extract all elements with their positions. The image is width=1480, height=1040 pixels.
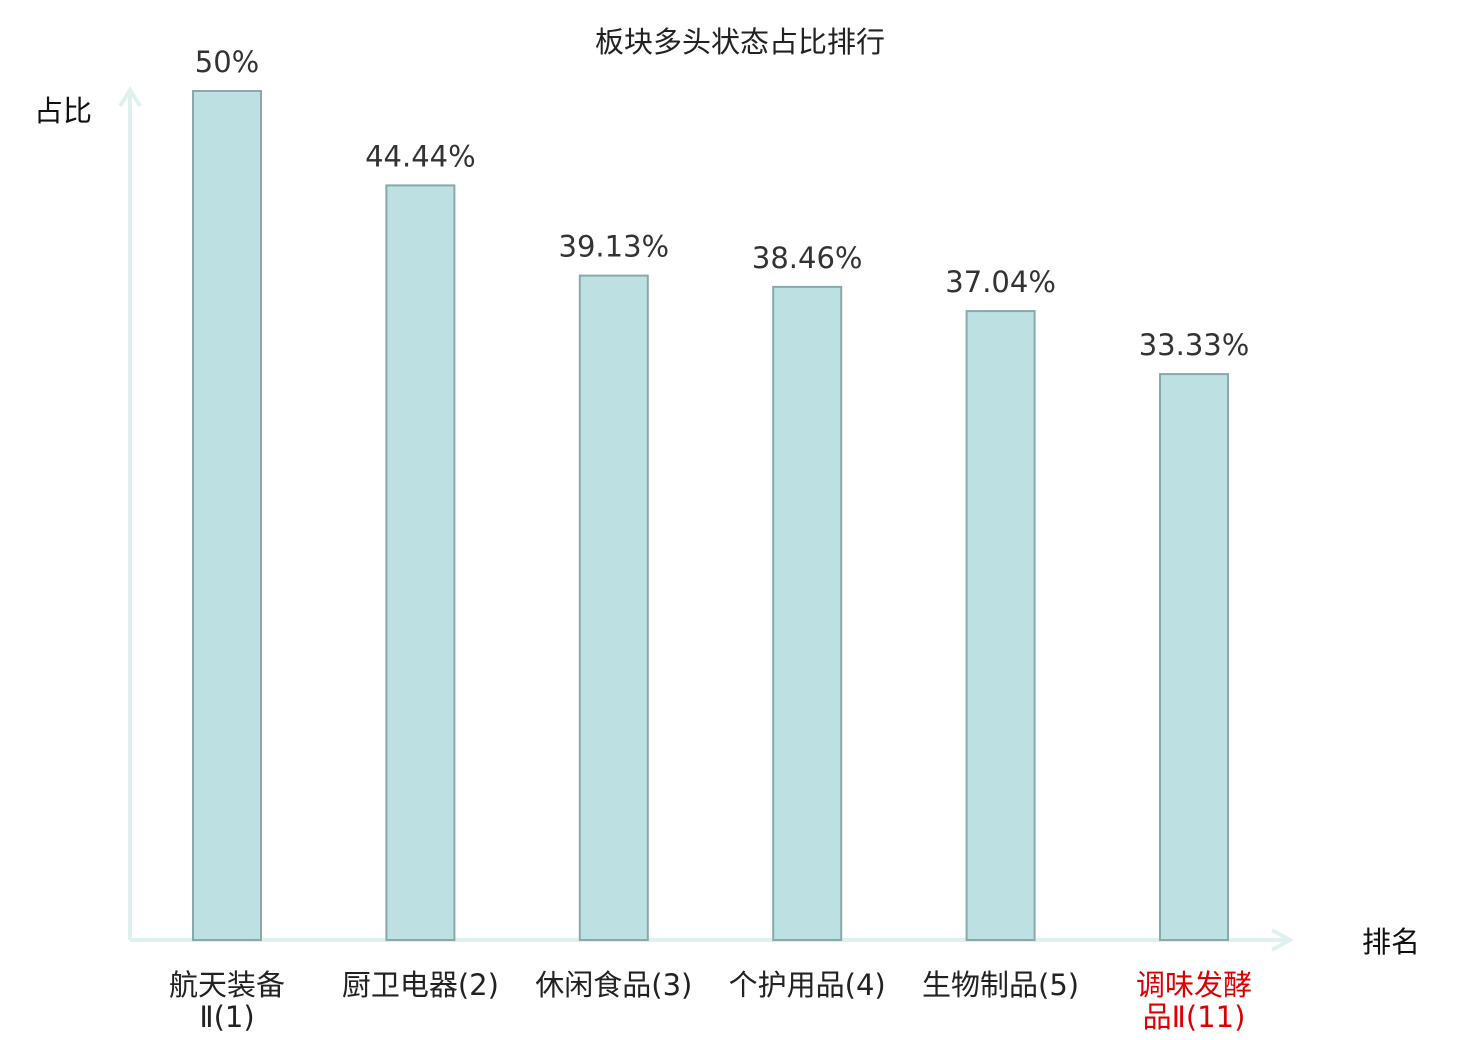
- x-axis: [130, 928, 1295, 952]
- x-axis-label: 排名: [1362, 925, 1420, 959]
- data-label: 44.44%: [365, 139, 476, 173]
- x-tick-label: 航天装备 Ⅱ(1): [169, 968, 285, 1034]
- bar: [965, 310, 1036, 942]
- data-label: 33.33%: [1139, 328, 1250, 362]
- x-tick-label: 个护用品(4): [729, 968, 886, 1002]
- x-tick-label: 休闲食品(3): [535, 968, 692, 1002]
- data-label: 37.04%: [945, 265, 1056, 299]
- data-label: 39.13%: [559, 230, 670, 264]
- x-tick-labels: 航天装备 Ⅱ(1) 厨卫电器(2) 休闲食品(3) 个护用品(4) 生物制品(5) 调味发酵…: [169, 968, 1252, 1034]
- x-tick-label: 调味发酵品Ⅱ(11): [1136, 968, 1252, 1034]
- bar: [1159, 373, 1229, 942]
- bar: [192, 90, 262, 941]
- data-labels: 50% 44.44% 39.13% 38.46% 37.04% 33.33%: [195, 45, 1250, 362]
- y-axis: [118, 86, 142, 940]
- x-tick-label: 厨卫电器(2): [342, 968, 499, 1002]
- y-axis-label: 占比: [34, 94, 92, 128]
- y-axis-arrow: [118, 86, 142, 108]
- bar: [578, 274, 649, 942]
- x-tick-label: 生物制品(5): [922, 968, 1079, 1002]
- bars: [192, 90, 1229, 942]
- bar: [385, 184, 456, 941]
- x-axis-arrow: [1271, 928, 1295, 952]
- chart-title: 板块多头状态占比排行: [595, 25, 885, 59]
- data-label: 38.46%: [752, 241, 863, 275]
- data-label: 50%: [195, 45, 259, 79]
- bar: [772, 285, 843, 941]
